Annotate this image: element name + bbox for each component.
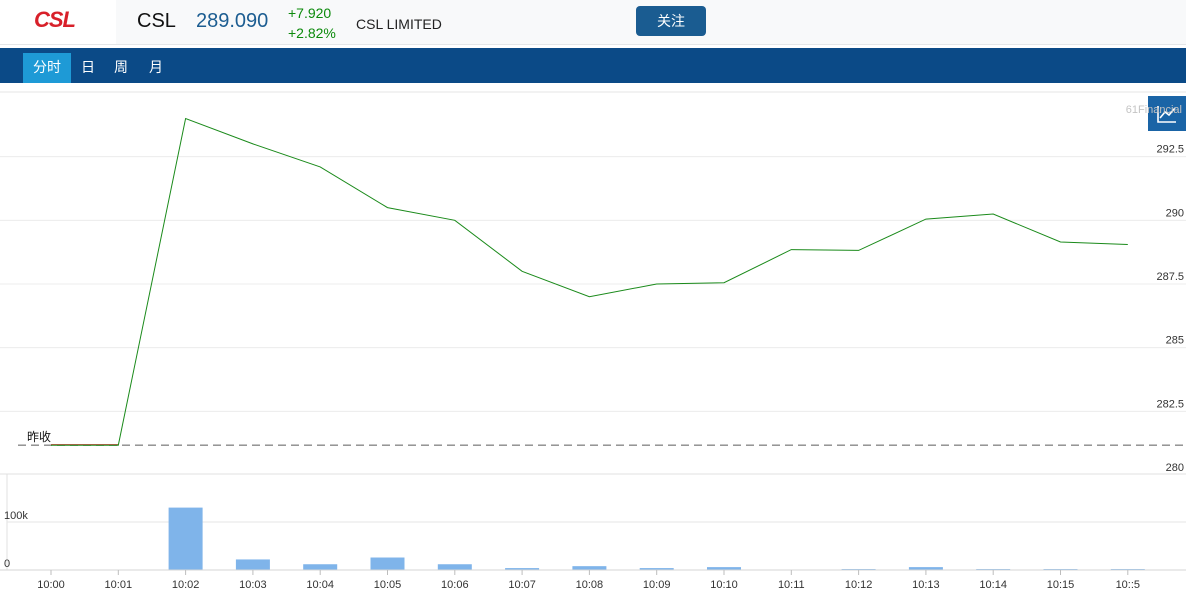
price-point bbox=[588, 295, 591, 298]
price-tick-label: 287.5 bbox=[1156, 271, 1184, 283]
price-tick-label: 280 bbox=[1166, 462, 1184, 474]
price-tick-label: 292.5 bbox=[1156, 144, 1184, 156]
x-tick-label: 10::5 bbox=[1116, 579, 1140, 591]
price-point bbox=[117, 444, 120, 447]
price-point bbox=[924, 218, 927, 221]
price-point bbox=[251, 142, 254, 145]
volume-bar bbox=[168, 507, 203, 570]
price-point bbox=[453, 219, 456, 222]
tab-daily[interactable]: 日 bbox=[81, 60, 95, 76]
price-change-percent: +2.82% bbox=[288, 25, 336, 41]
price-change-block: +7.920 +2.82% bbox=[288, 3, 336, 43]
price-point bbox=[1059, 240, 1062, 243]
trend-line-icon bbox=[1157, 106, 1176, 123]
tab-monthly[interactable]: 月 bbox=[149, 60, 163, 76]
x-tick-label: 10:07 bbox=[508, 579, 536, 591]
x-tick-label: 10:15 bbox=[1047, 579, 1075, 591]
price-change: +7.920 bbox=[288, 5, 332, 21]
company-logo: CSL bbox=[34, 7, 76, 32]
x-tick-label: 10:01 bbox=[105, 579, 133, 591]
price-point bbox=[521, 270, 524, 273]
logo-container: CSL bbox=[0, 0, 116, 44]
price-point bbox=[790, 248, 793, 251]
period-tab-bar: 分时 日 周 月 bbox=[0, 48, 1186, 131]
x-tick-label: 10:08 bbox=[576, 579, 604, 591]
price-point bbox=[1126, 243, 1129, 246]
x-tick-label: 10:11 bbox=[778, 579, 805, 591]
volume-bar bbox=[707, 567, 741, 570]
volume-bar bbox=[235, 559, 270, 570]
x-tick-label: 10:00 bbox=[37, 579, 65, 591]
volume-bar bbox=[303, 564, 338, 570]
watermark: 61Financial bbox=[1126, 104, 1182, 116]
volume-tick-label: 0 bbox=[4, 558, 10, 570]
price-point bbox=[992, 212, 995, 215]
price-tick-label: 282.5 bbox=[1156, 398, 1184, 410]
ticker-symbol: CSL bbox=[137, 10, 176, 32]
x-tick-label: 10:13 bbox=[912, 579, 940, 591]
price-tick-label: 285 bbox=[1166, 335, 1184, 347]
x-tick-label: 10:12 bbox=[845, 579, 873, 591]
volume-bar bbox=[639, 568, 674, 570]
x-tick-label: 10:06 bbox=[441, 579, 469, 591]
company-name: CSL LIMITED bbox=[356, 16, 442, 32]
x-tick-label: 10:14 bbox=[979, 579, 1007, 591]
price-point bbox=[723, 281, 726, 284]
volume-bar bbox=[505, 568, 540, 570]
x-tick-label: 10:09 bbox=[643, 579, 671, 591]
quote-header: CSL CSL 289.090 +7.920 +2.82% CSL LIMITE… bbox=[0, 0, 1186, 45]
tab-weekly[interactable]: 周 bbox=[114, 60, 128, 76]
tab-intraday[interactable]: 分时 bbox=[23, 53, 71, 83]
price-point bbox=[386, 206, 389, 209]
prev-close-label: 昨收 bbox=[27, 430, 51, 444]
volume-tick-label: 100k bbox=[4, 510, 28, 522]
price-point bbox=[857, 249, 860, 252]
volume-bar bbox=[572, 566, 607, 570]
last-price: 289.090 bbox=[196, 10, 269, 32]
x-tick-label: 10:05 bbox=[374, 579, 402, 591]
price-series-line bbox=[51, 117, 1128, 446]
x-tick-label: 10:03 bbox=[239, 579, 267, 591]
volume-bar bbox=[370, 557, 405, 570]
volume-bar bbox=[908, 567, 943, 570]
follow-button[interactable]: 关注 bbox=[636, 6, 706, 36]
x-tick-label: 10:10 bbox=[710, 579, 738, 591]
price-point bbox=[319, 165, 322, 168]
x-tick-label: 10:02 bbox=[172, 579, 200, 591]
price-point bbox=[655, 283, 658, 286]
price-point bbox=[50, 444, 53, 447]
x-tick-label: 10:04 bbox=[306, 579, 334, 591]
volume-bar bbox=[437, 564, 472, 570]
chart-type-icon[interactable] bbox=[1148, 96, 1186, 131]
price-tick-label: 290 bbox=[1166, 207, 1184, 219]
price-point bbox=[184, 117, 187, 120]
